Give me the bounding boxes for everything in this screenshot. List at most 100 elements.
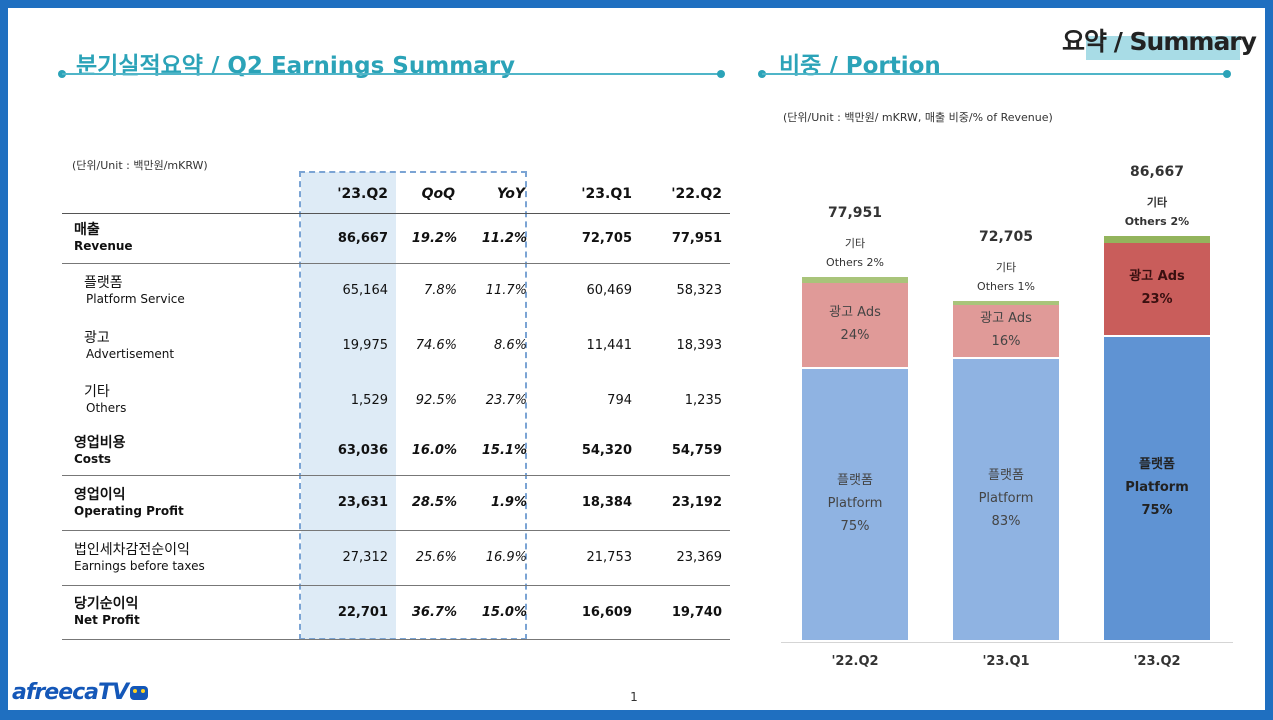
- table-row: 당기순이익 Net Profit 22,701 36.7% 15.0% 16,60…: [62, 585, 730, 640]
- label-en: Advertisement: [86, 346, 175, 361]
- ads-label: 광고 Ads 23%: [1129, 268, 1185, 307]
- label-ko: 광고: [84, 329, 110, 346]
- bar-segment-platform: [953, 358, 1059, 640]
- table-row: 영업비용 Costs 63,036 16.0% 15.1% 54,320 54,7…: [62, 427, 730, 476]
- bar-segment-ads: [1104, 243, 1210, 335]
- cell-q1-23: 18,384: [535, 475, 640, 531]
- header-q2-22: '22.Q2: [640, 175, 730, 214]
- others-label: 기타 Others 2%: [1124, 195, 1190, 228]
- bar-segment-platform: [802, 368, 908, 640]
- earnings-table: '23.Q2 QoQ YoY '23.Q1 '22.Q2 매출 Revenue 8…: [62, 175, 730, 640]
- row-label: 매출 Revenue: [62, 213, 301, 264]
- cell-qoq: 74.6%: [415, 338, 457, 353]
- row-label: 영업이익 Operating Profit: [62, 475, 301, 531]
- row-label: 법인세차감전순이익 Earnings before taxes: [62, 530, 301, 586]
- bar-total: 77,951: [827, 204, 883, 221]
- bar-segment-platform: [1104, 336, 1210, 640]
- right-rule-dot-right: [1223, 70, 1231, 78]
- cell-yoy: 16.9%: [465, 530, 535, 586]
- label-en: Net Profit: [74, 613, 140, 627]
- label-en: Operating Profit: [74, 503, 184, 518]
- cell-qoq: 25.6%: [396, 530, 465, 586]
- label-ko: 영업이익: [74, 486, 126, 503]
- table-row: 기타 Others 1,529 92.5% 23.7% 794 1,235: [62, 373, 730, 427]
- ads-label: 광고 Ads 16%: [980, 310, 1032, 349]
- table-row: 영업이익 Operating Profit 23,631 28.5% 1.9% 1…: [62, 475, 730, 531]
- cell-q1-23: 16,609: [535, 585, 640, 640]
- right-unit: (단위/Unit : 백만원/ mKRW, 매출 비중/% of Revenue…: [783, 111, 1053, 124]
- cell-q1-23: 54,320: [535, 427, 640, 476]
- cell-qoq: 28.5%: [396, 475, 465, 531]
- platform-label: 플랫폼 Platform 75%: [827, 473, 883, 535]
- platform-label: 플랫폼 Platform 83%: [978, 468, 1034, 530]
- cell-q2-22: 77,951: [640, 213, 730, 264]
- cell-q1-23: 794: [607, 392, 632, 408]
- left-unit: (단위/Unit : 백만원/mKRW): [72, 159, 208, 172]
- x-tick-label: '23.Q1: [982, 654, 1030, 669]
- others-label: 기타 Others 2%: [826, 236, 884, 269]
- header-blank: [62, 175, 301, 214]
- table-header-row: '23.Q2 QoQ YoY '23.Q1 '22.Q2: [62, 175, 730, 214]
- table-row: 매출 Revenue 86,667 19.2% 11.2% 72,705 77,9…: [62, 213, 730, 264]
- cell-qoq: 19.2%: [396, 213, 465, 264]
- title-rule-dot-right: [717, 70, 725, 78]
- right-title-rule: [762, 73, 1228, 75]
- label-ko: 기타: [84, 384, 110, 400]
- label-ko: 플랫폼: [84, 274, 123, 291]
- cell-q1-23: 21,753: [535, 530, 640, 586]
- cell-yoy: 11.7%: [485, 283, 527, 299]
- current-period-box: [299, 171, 527, 640]
- cell-q2-22: 19,740: [640, 585, 730, 640]
- row-label: 광고 Advertisement: [62, 318, 301, 373]
- chart-baseline: [781, 642, 1233, 643]
- label-ko: 매출: [74, 222, 100, 238]
- label-en: Revenue: [74, 239, 133, 253]
- bar-segment-others: [802, 276, 908, 283]
- cell-q2-23: 86,667: [301, 213, 396, 264]
- corner-title: 요약 / Summary: [1062, 27, 1257, 56]
- cell-q2-22: 1,235: [684, 392, 722, 408]
- cell-qoq: 92.5%: [415, 392, 457, 408]
- cell-q1-23: 11,441: [586, 338, 633, 353]
- cell-q2-22: 58,323: [676, 283, 723, 299]
- bar-segment-others: [1104, 235, 1210, 244]
- summary-highlight: [1086, 36, 1240, 60]
- cell-q2-23: 1,529: [350, 392, 388, 408]
- row-label: 플랫폼 Platform Service: [62, 263, 301, 318]
- cell-yoy: 1.9%: [465, 475, 535, 531]
- x-tick-label: '23.Q2: [1133, 654, 1181, 669]
- table-row: 광고 Advertisement 19,975 74.6% 8.6% 11,441…: [62, 318, 730, 373]
- row-label: 당기순이익 Net Profit: [62, 585, 301, 640]
- label-ko: 법인세차감전순이익: [74, 541, 190, 558]
- label-en: Costs: [74, 451, 112, 466]
- cell-q2-23: 63,036: [301, 427, 396, 476]
- label-ko: 당기순이익: [74, 596, 139, 612]
- header-q1-23: '23.Q1: [535, 175, 640, 214]
- cell-q2-23: 65,164: [342, 283, 389, 299]
- slide: 분기실적요약 / Q2 Earnings Summary 비중 / Portio…: [8, 8, 1265, 710]
- page-number: 1: [630, 690, 638, 704]
- label-en: Others: [86, 401, 127, 415]
- bar-total: 86,667: [1129, 163, 1185, 180]
- header-qoq: QoQ: [396, 175, 465, 214]
- bar-segment-ads: [802, 282, 908, 367]
- cell-qoq: 16.0%: [396, 427, 465, 476]
- bar-total: 72,705: [978, 229, 1034, 246]
- cell-q2-22: 18,393: [676, 338, 723, 353]
- label-en: Platform Service: [86, 291, 185, 306]
- cell-yoy: 15.0%: [465, 585, 535, 640]
- cell-q1-23: 60,469: [586, 283, 633, 299]
- tv-icon: [130, 686, 149, 700]
- left-title-rule: [62, 73, 722, 75]
- cell-yoy: 15.1%: [465, 427, 535, 476]
- row-label: 기타 Others: [62, 373, 301, 427]
- bar-segment-others: [953, 301, 1059, 306]
- label-ko: 영업비용: [74, 434, 126, 451]
- cell-q2-23: 27,312: [301, 530, 396, 586]
- cell-yoy: 11.2%: [465, 213, 535, 264]
- cell-q2-22: 54,759: [640, 427, 730, 476]
- cell-qoq: 36.7%: [396, 585, 465, 640]
- cell-q2-23: 19,975: [342, 338, 389, 353]
- cell-yoy: 8.6%: [493, 338, 527, 353]
- bar-segment-ads: [953, 305, 1059, 357]
